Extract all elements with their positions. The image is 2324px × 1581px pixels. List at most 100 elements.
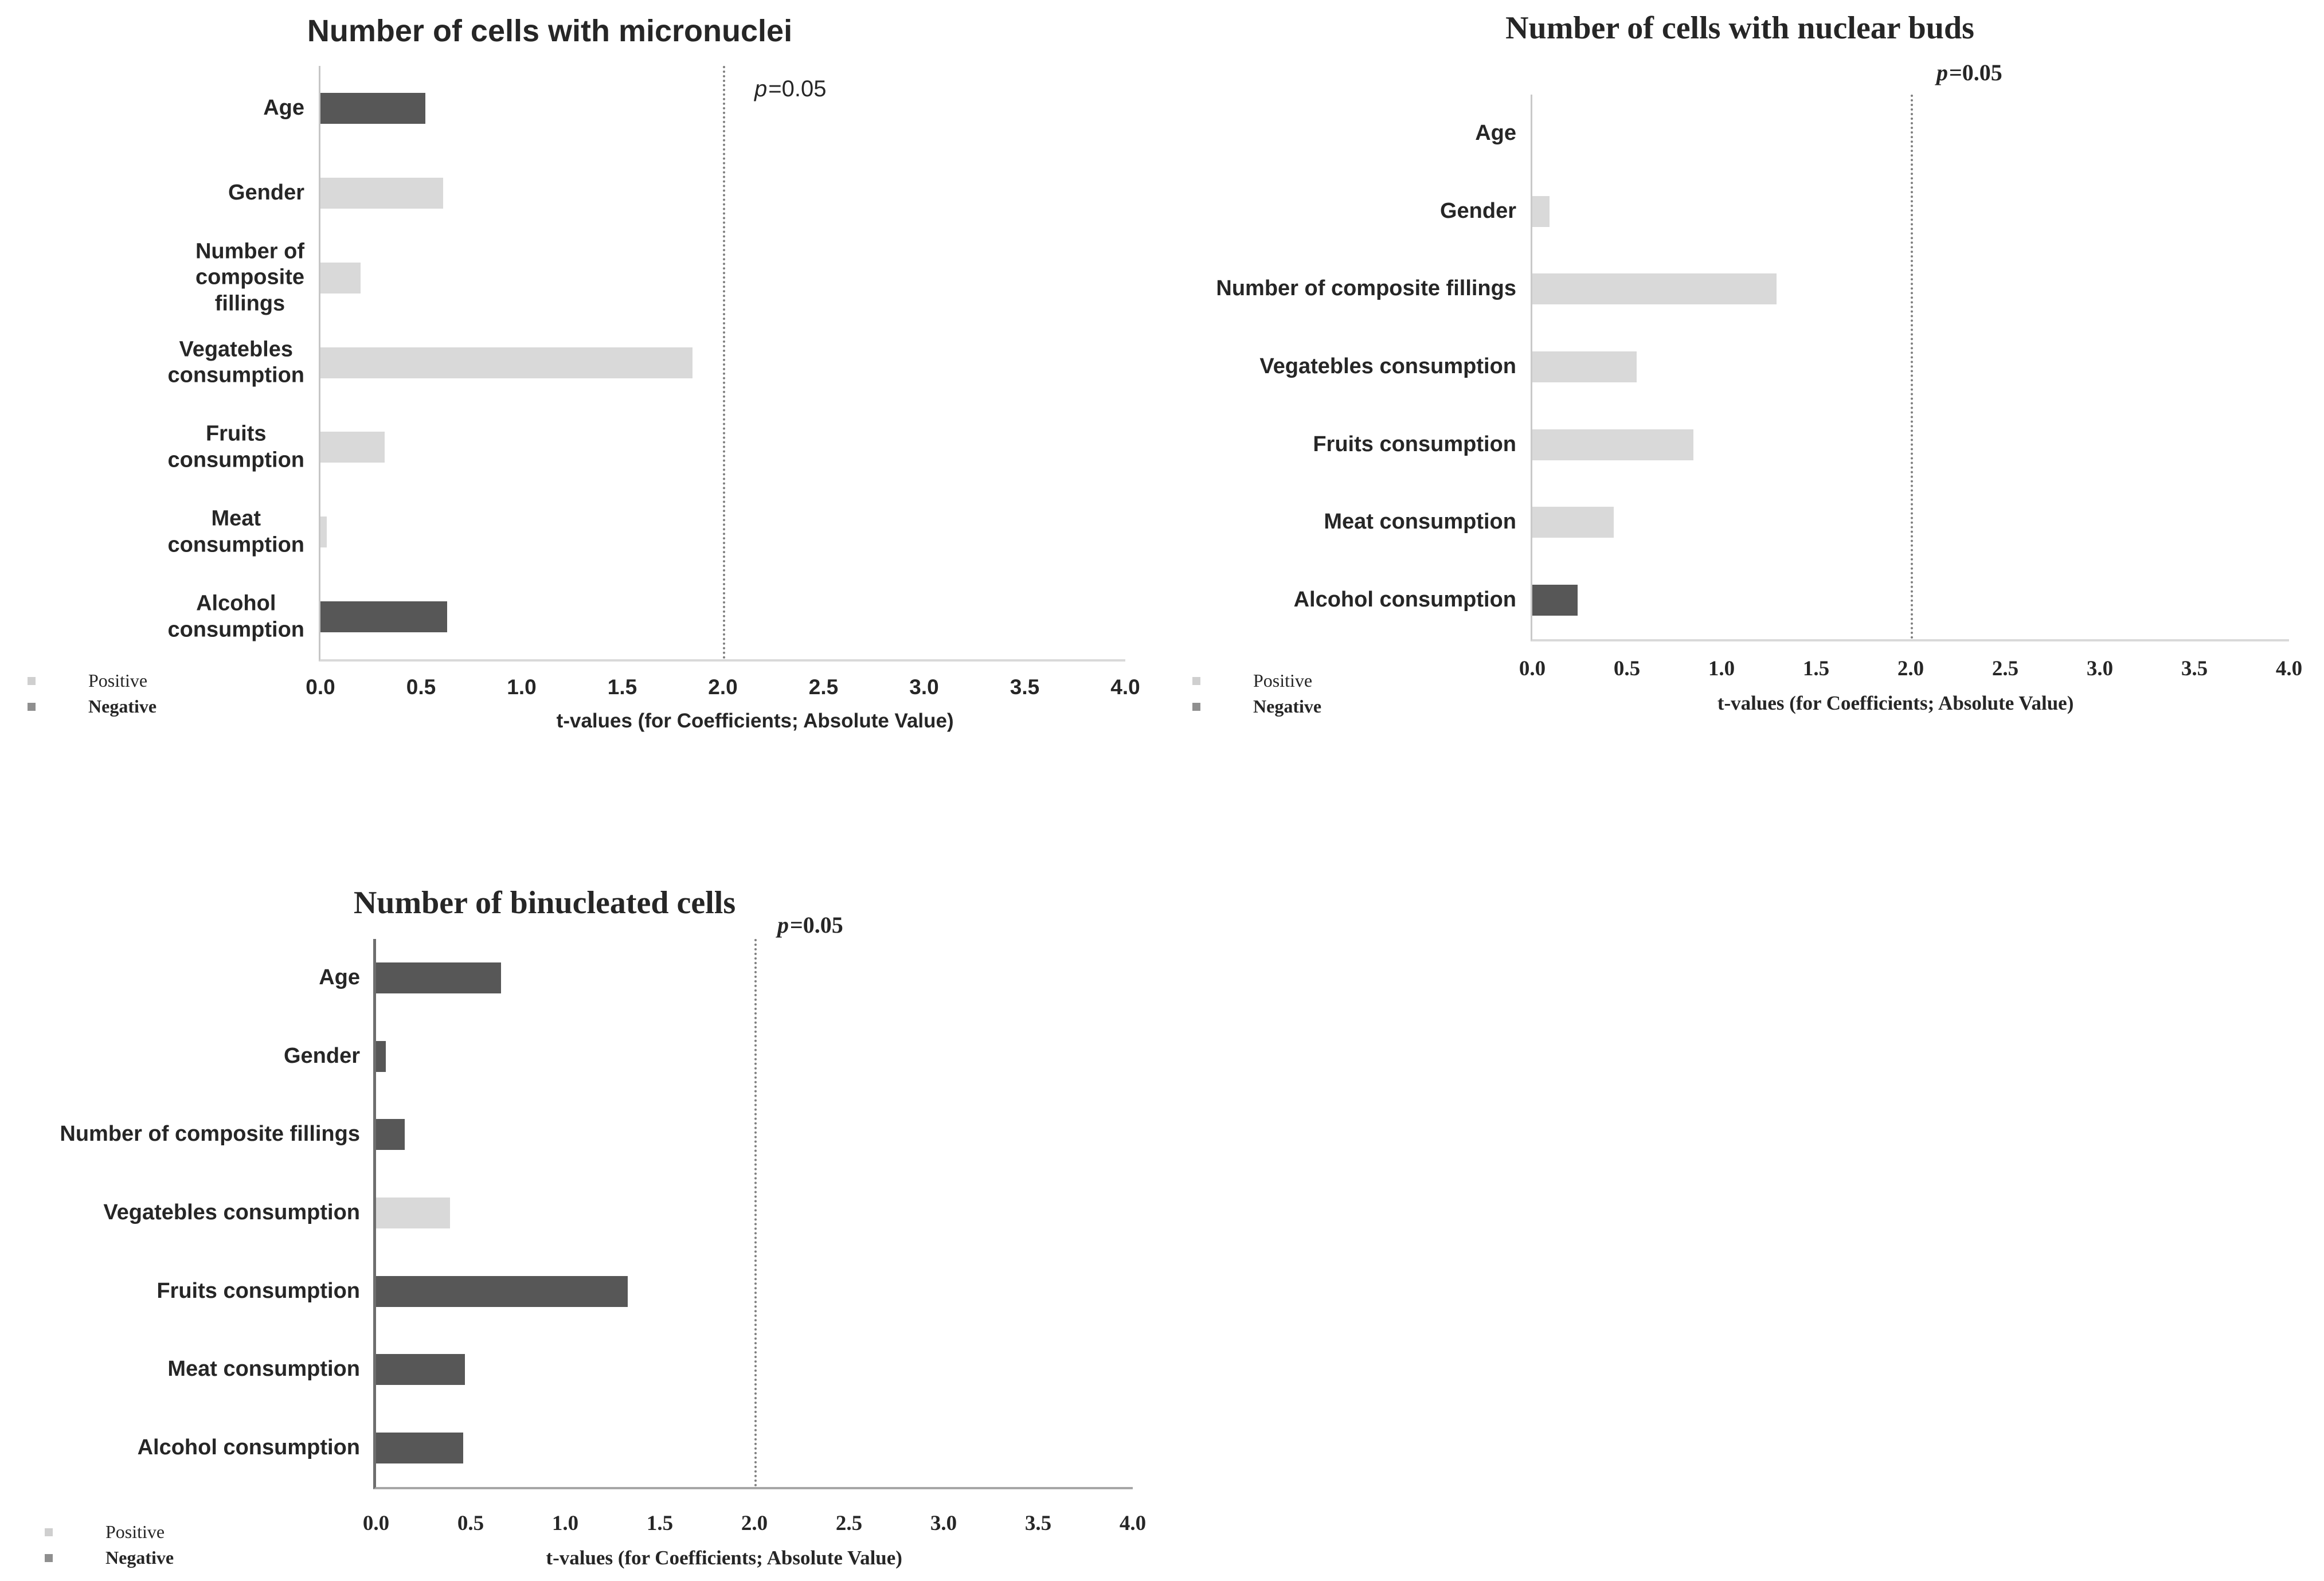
positive-swatch-icon — [45, 1528, 53, 1536]
legend-item-positive: Positive — [28, 668, 157, 694]
x-axis-tick-label: 0.0 — [362, 1512, 390, 1535]
chart-row: Gender — [284, 1018, 1133, 1096]
chart-binucleated: Number of binucleated cells Age Gender Num… — [60, 885, 1146, 1569]
y-axis-category-label: Alcohol consumption — [1293, 588, 1516, 612]
x-axis-tick-label: 0.0 — [1519, 657, 1546, 680]
y-axis-category-label: Gender — [283, 1044, 360, 1069]
x-axis-tick-label: 1.5 — [646, 1512, 674, 1535]
y-axis-category-label: Fruits consumption — [157, 1278, 360, 1303]
x-axis-tick-label: 1.0 — [551, 1512, 579, 1535]
chart-row: Vegatebles consumption — [103, 1174, 1133, 1253]
x-axis-tick-label: 3.0 — [2086, 657, 2114, 680]
bar-positive — [1532, 507, 1614, 538]
bars-area: Age Gender Number of composite fillings Veg… — [167, 66, 1125, 659]
x-axis-tick-label: 3.5 — [1010, 675, 1040, 699]
x-axis-label: t-values (for Coefficients; Absolute Val… — [546, 1547, 902, 1569]
y-axis-category-label: Gender — [228, 180, 304, 205]
chart-row: Vegatebles consumption — [167, 320, 1125, 405]
y-axis-category-label: Fruits consumption — [1313, 432, 1516, 456]
legend-item-negative: Negative — [28, 694, 157, 719]
p-value-label: p=0.05 — [754, 76, 826, 102]
significance-threshold-line — [754, 939, 757, 1487]
chart-row: Alcohol consumption — [138, 1408, 1133, 1487]
x-axis-tick-label: 2.5 — [808, 675, 839, 699]
y-axis-category-label: Alcohol consumption — [167, 591, 304, 642]
legend-item-negative: Negative — [1192, 694, 1321, 719]
x-axis-tick-label: 3.0 — [930, 1512, 957, 1535]
legend-positive-label: Positive — [1253, 670, 1313, 691]
negative-swatch-icon — [45, 1553, 53, 1562]
bar-negative — [376, 1040, 386, 1072]
x-axis-label: t-values (for Coefficients; Absolute Val… — [1717, 692, 2074, 714]
bar-positive — [1532, 351, 1637, 383]
chart-row: Fruits consumption — [167, 405, 1125, 490]
x-axis-tick-label: 2.5 — [1992, 657, 2019, 680]
x-axis-tick-label: 0.5 — [406, 675, 436, 699]
y-axis-category-label: Vegatebles consumption — [167, 336, 305, 388]
x-axis-tick-label: 0.5 — [1613, 657, 1641, 680]
positive-swatch-icon — [28, 676, 36, 685]
y-axis-category-label: Gender — [1439, 198, 1516, 223]
bar-positive — [320, 347, 693, 378]
x-axis-tick-label: 1.5 — [607, 675, 637, 699]
p-value-label: p=0.05 — [777, 911, 843, 938]
x-axis-tick-label: 2.0 — [1897, 657, 1924, 680]
bars-area: Age Gender Number of composite fillings Veg… — [60, 939, 1133, 1487]
chart-micronuclei: Number of cells with micronuclei Age Gend… — [167, 14, 1140, 732]
y-axis-category-label: Number of composite fillings — [195, 239, 304, 316]
legend: Positive Negative — [28, 668, 157, 719]
x-axis-tick-label: 0.0 — [306, 675, 335, 699]
negative-swatch-icon — [28, 702, 36, 711]
legend-negative-label: Negative — [88, 696, 157, 717]
p-symbol: p — [777, 912, 789, 938]
chart-row: Meat consumption — [1324, 484, 2289, 562]
bar-negative — [376, 1354, 465, 1386]
y-axis-category-label: Vegatebles consumption — [103, 1200, 360, 1225]
y-axis-category-label: Meat consumption — [167, 1357, 360, 1382]
p-value-text: =0.05 — [768, 76, 827, 101]
p-value-label: p=0.05 — [1936, 59, 2002, 86]
p-value-text: =0.05 — [790, 912, 843, 938]
x-axis-tick-label: 4.0 — [1119, 1512, 1147, 1535]
x-axis-tick-label: 4.0 — [1110, 675, 1140, 699]
legend-negative-label: Negative — [105, 1547, 174, 1568]
y-axis-category-label: Age — [263, 96, 304, 120]
x-axis-tick-label: 3.5 — [1024, 1512, 1052, 1535]
x-axis-tick-label: 4.0 — [2275, 657, 2303, 680]
chart-row: Vegatebles consumption — [1259, 328, 2289, 406]
bar-positive — [1532, 429, 1693, 460]
x-axis-label: t-values (for Coefficients; Absolute Val… — [556, 710, 954, 732]
legend-item-negative: Negative — [45, 1545, 174, 1571]
negative-swatch-icon — [1192, 702, 1200, 711]
chart-row: Gender — [228, 151, 1125, 236]
bar-negative — [320, 601, 448, 633]
legend-negative-label: Negative — [1253, 696, 1322, 717]
bar-positive — [1532, 195, 1550, 227]
bar-positive — [1532, 273, 1777, 305]
bar-positive — [320, 516, 327, 548]
chart-nuclear-buds: Number of cells with nuclear buds Age Gen… — [1216, 10, 2302, 714]
p-symbol: p — [1936, 60, 1948, 85]
y-axis-category-label: Number of composite fillings — [60, 1122, 360, 1146]
chart-title: Number of cells with nuclear buds — [1505, 10, 1974, 46]
bar-negative — [376, 1432, 463, 1463]
legend-positive-label: Positive — [88, 670, 148, 691]
x-axis-tick-label: 0.5 — [457, 1512, 484, 1535]
legend-item-positive: Positive — [1192, 668, 1321, 694]
chart-row: Meat consumption — [167, 1330, 1133, 1409]
bar-negative — [376, 962, 501, 994]
x-axis-tick-label: 2.5 — [835, 1512, 863, 1535]
x-axis-tick-label: 1.0 — [507, 675, 537, 699]
bar-positive — [320, 177, 444, 209]
chart-row: Gender — [1440, 173, 2289, 251]
y-axis-category-label: Vegatebles consumption — [1259, 354, 1516, 379]
bar-negative — [376, 1275, 628, 1307]
chart-row: Fruits consumption — [1313, 406, 2289, 484]
y-axis-category-label: Number of composite fillings — [1216, 276, 1516, 301]
chart-title: Number of binucleated cells — [353, 885, 736, 921]
x-axis-tick-label: 1.0 — [1708, 657, 1735, 680]
legend: Positive Negative — [1192, 668, 1321, 719]
y-axis-category-label: Alcohol consumption — [137, 1435, 360, 1459]
significance-threshold-line — [1911, 95, 1913, 639]
